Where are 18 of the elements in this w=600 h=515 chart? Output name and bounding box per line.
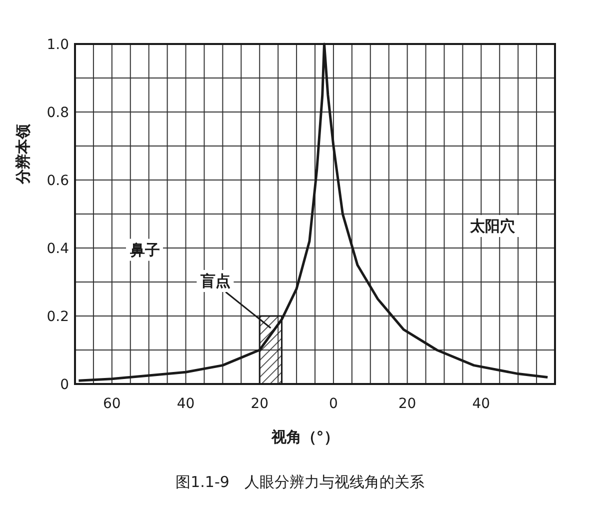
x-tick-label: 40 [472,396,490,412]
y-axis-title: 分辨本领 [14,123,32,185]
annotation: 太阳穴 [469,217,516,235]
y-tick-label: 1.0 [46,37,69,53]
band-label: 盲点 [200,272,231,290]
x-tick-label: 20 [250,396,269,412]
y-tick-label: 0.8 [46,105,69,121]
y-tick-label: 0.2 [46,309,69,325]
y-tick-label: 0.6 [46,173,70,189]
x-axis-title: 视角（°） [270,428,339,446]
x-tick-label: 40 [176,396,195,412]
y-tick-label: 0 [60,377,69,393]
annotation: 鼻子 [129,240,160,259]
x-tick-label: 20 [398,396,416,412]
y-tick-label: 0.4 [46,241,70,257]
x-tick-label: 0 [329,396,338,412]
x-tick-label: 60 [103,396,121,412]
caption: 图1.1-9 人眼分辨力与视线角的关系 [176,473,424,491]
